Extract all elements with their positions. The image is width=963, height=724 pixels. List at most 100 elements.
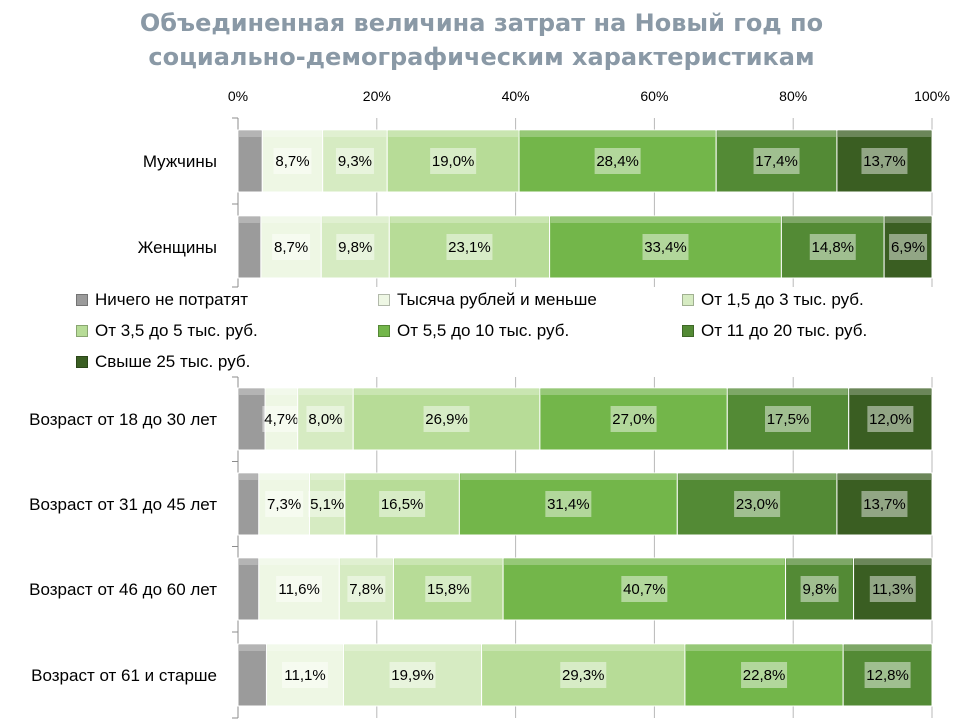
bar-highlight — [239, 389, 265, 395]
data-label: 26,9% — [425, 411, 468, 428]
category-label: Женщины — [138, 238, 217, 257]
data-label-bg — [861, 148, 908, 174]
bar-highlight — [298, 389, 353, 395]
bar-segment — [320, 215, 390, 279]
bar-highlight — [261, 217, 321, 223]
x-tick-label: 100% — [914, 88, 950, 104]
chart-title-line-2: социально-демографическим характеристика… — [148, 43, 815, 71]
bar-segment — [502, 557, 787, 621]
data-label: 7,3% — [267, 496, 301, 513]
bar-highlight — [837, 131, 931, 137]
bar-segment — [265, 643, 344, 707]
data-label-bg — [545, 491, 592, 517]
bar-highlight — [390, 217, 549, 223]
data-label-bg — [335, 148, 374, 174]
bar-segment — [539, 387, 728, 451]
bar-segment — [237, 472, 260, 536]
category-label: Возраст от 61 и старше — [31, 666, 217, 685]
data-label: 31,4% — [547, 496, 590, 513]
bar-highlight — [239, 474, 258, 480]
data-label: 7,8% — [349, 581, 383, 598]
data-label: 11,6% — [278, 581, 319, 598]
data-label-bg — [809, 234, 856, 260]
data-label: 12,0% — [869, 411, 912, 428]
data-label-bg — [869, 576, 916, 602]
data-label: 28,4% — [596, 153, 639, 170]
data-label-bg — [336, 234, 375, 260]
bar-segment — [842, 643, 933, 707]
data-label-bg — [389, 662, 436, 688]
data-label-bg — [265, 491, 304, 517]
data-label: 8,7% — [275, 153, 309, 170]
data-label-bg — [446, 234, 493, 260]
bar-highlight — [685, 645, 843, 651]
data-label: 4,7% — [264, 411, 298, 428]
bar-segment — [481, 643, 686, 707]
bar-segment — [883, 215, 933, 279]
bar-highlight — [259, 474, 309, 480]
bar-segment — [237, 129, 263, 193]
data-label: 13,7% — [863, 496, 906, 513]
data-label: 9,8% — [802, 581, 836, 598]
bar-segment — [836, 129, 933, 193]
data-label-bg — [425, 576, 472, 602]
bar-segment — [715, 129, 838, 193]
bar-segment — [388, 215, 551, 279]
bar-segment — [853, 557, 933, 621]
bar-highlight — [340, 559, 393, 565]
x-tick-label: 20% — [363, 88, 391, 104]
bar-segment — [261, 129, 324, 193]
data-label: 19,0% — [432, 153, 475, 170]
data-label-bg — [861, 491, 908, 517]
data-label-bg — [610, 406, 657, 432]
bar-highlight — [344, 645, 481, 651]
bar-highlight — [885, 217, 931, 223]
bar-highlight — [540, 389, 727, 395]
data-label: 15,8% — [427, 581, 470, 598]
bar-highlight — [310, 474, 344, 480]
bar-highlight — [345, 474, 459, 480]
data-label: 16,5% — [381, 496, 424, 513]
bar-segment — [237, 557, 260, 621]
bar-highlight — [239, 559, 258, 565]
bar-highlight — [837, 474, 931, 480]
bar-highlight — [239, 217, 260, 223]
data-label-bg — [281, 662, 328, 688]
bar-highlight — [388, 131, 519, 137]
data-label: 9,8% — [338, 239, 372, 256]
bar-highlight — [322, 217, 389, 223]
data-label-bg — [800, 576, 839, 602]
data-label-bg — [347, 576, 386, 602]
data-label-bg — [276, 576, 323, 602]
bar-segment — [342, 643, 483, 707]
chart-title: Объединенная величина затрат на Новый го… — [0, 6, 963, 74]
data-label-bg — [306, 406, 345, 432]
data-label: 8,7% — [274, 239, 308, 256]
data-label: 22,8% — [743, 667, 786, 684]
x-tick-label: 0% — [228, 88, 248, 104]
bar-segment — [676, 472, 838, 536]
data-label-bg — [430, 148, 477, 174]
data-label-bg — [864, 662, 911, 688]
bar-highlight — [239, 131, 262, 137]
data-label-bg — [621, 576, 668, 602]
data-label: 13,7% — [863, 153, 906, 170]
data-label-bg — [889, 234, 928, 260]
bar-highlight — [394, 559, 503, 565]
bar-segment — [848, 387, 933, 451]
bar-segment — [237, 643, 267, 707]
data-label-bg — [642, 234, 689, 260]
bar-segment — [785, 557, 855, 621]
bar-highlight — [323, 131, 387, 137]
bar-highlight — [239, 645, 266, 651]
data-label: 40,7% — [623, 581, 666, 598]
data-label-bg — [753, 148, 800, 174]
bar-highlight — [520, 131, 716, 137]
data-label-bg — [867, 406, 914, 432]
bar-segment — [344, 472, 460, 536]
data-label: 23,0% — [736, 496, 779, 513]
x-tick-label: 60% — [640, 88, 668, 104]
data-label: 9,3% — [338, 153, 372, 170]
bar-highlight — [728, 389, 848, 395]
